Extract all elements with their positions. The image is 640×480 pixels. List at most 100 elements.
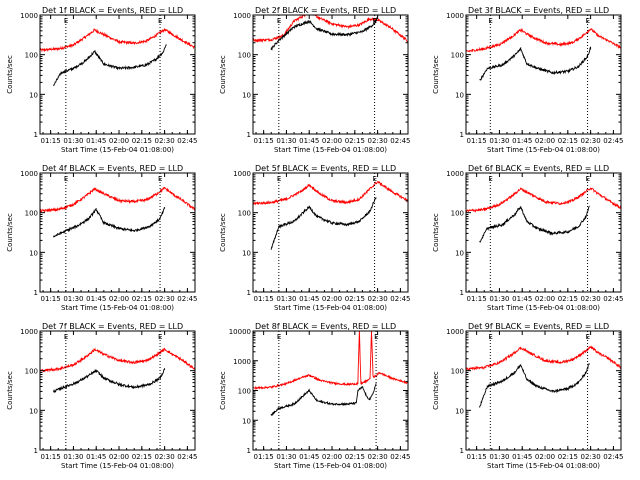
x-tick-label: 01:30 xyxy=(63,453,83,461)
y-tick-label: 10 xyxy=(242,249,251,257)
x-tick-label: 01:15 xyxy=(41,137,61,145)
y-tick-label: 1000 xyxy=(446,12,464,20)
data-series-line xyxy=(270,383,377,416)
x-tick-label: 01:30 xyxy=(276,453,296,461)
y-tick-label: 1 xyxy=(247,131,251,139)
x-tick-label: 02:00 xyxy=(322,453,342,461)
y-tick-label: 1000 xyxy=(233,358,251,366)
x-tick-label: 02:15 xyxy=(345,295,365,303)
x-tick-label: 02:45 xyxy=(177,137,197,145)
y-tick-label: 1000 xyxy=(233,170,251,178)
x-tick-label: 01:15 xyxy=(254,295,274,303)
x-tick-label: 02:30 xyxy=(155,453,175,461)
y-tick-label: 1000 xyxy=(20,328,38,336)
plot-frame xyxy=(252,330,409,451)
y-axis-label: Counts/sec xyxy=(6,55,14,94)
x-tick-label: 02:15 xyxy=(558,137,578,145)
y-tick-label: 1000 xyxy=(446,170,464,178)
x-tick-label: 01:15 xyxy=(467,295,487,303)
data-series-line xyxy=(53,368,166,394)
y-tick-label: 1 xyxy=(247,447,251,455)
event-marker-label: E xyxy=(488,175,492,183)
event-marker-label: E xyxy=(277,333,281,341)
data-series-line xyxy=(270,15,379,51)
data-series-line xyxy=(466,345,621,371)
event-marker-label: E xyxy=(374,333,378,341)
x-axis-label: Start Time (15-Feb-04 01:08:00) xyxy=(274,304,387,312)
y-tick-label: 1 xyxy=(247,289,251,297)
y-tick-label: 10 xyxy=(455,249,464,257)
y-tick-label: 100 xyxy=(238,52,251,60)
x-tick-label: 02:00 xyxy=(109,453,129,461)
x-tick-label: 02:30 xyxy=(155,137,175,145)
panel-title: Det 8f BLACK = Events, RED = LLD xyxy=(255,322,396,331)
y-tick-label: 100 xyxy=(25,210,38,218)
event-marker-label: E xyxy=(373,175,377,183)
panel-title: Det 9f BLACK = Events, RED = LLD xyxy=(468,322,609,331)
y-tick-label: 1 xyxy=(34,447,38,455)
x-tick-label: 02:15 xyxy=(558,453,578,461)
x-tick-label: 02:45 xyxy=(603,137,623,145)
x-tick-label: 01:45 xyxy=(86,137,106,145)
y-axis-label: Counts/sec xyxy=(432,55,440,94)
x-tick-label: 01:15 xyxy=(467,453,487,461)
x-tick-label: 02:00 xyxy=(109,295,129,303)
event-marker-label: E xyxy=(158,17,162,25)
y-tick-label: 1000 xyxy=(20,170,38,178)
plot-frame xyxy=(252,14,409,135)
event-marker-label: E xyxy=(373,17,377,25)
data-series-line xyxy=(40,186,195,214)
y-axis-label: Counts/sec xyxy=(6,213,14,252)
x-tick-label: 02:00 xyxy=(535,295,555,303)
x-tick-label: 02:45 xyxy=(177,295,197,303)
data-series-line xyxy=(479,46,592,81)
y-tick-label: 10 xyxy=(455,407,464,415)
x-axis-label: Start Time (15-Feb-04 01:08:00) xyxy=(61,146,174,154)
x-tick-label: 01:45 xyxy=(299,295,319,303)
y-tick-label: 1 xyxy=(460,289,464,297)
data-series-line xyxy=(53,44,167,87)
x-tick-label: 02:45 xyxy=(603,453,623,461)
x-tick-label: 01:45 xyxy=(86,453,106,461)
x-tick-label: 02:30 xyxy=(581,453,601,461)
data-series-line xyxy=(479,205,590,243)
x-tick-label: 02:15 xyxy=(132,137,152,145)
x-tick-label: 01:45 xyxy=(512,137,532,145)
x-tick-label: 01:15 xyxy=(467,137,487,145)
x-tick-label: 01:30 xyxy=(63,137,83,145)
y-tick-label: 1 xyxy=(34,289,38,297)
data-series-line xyxy=(253,15,408,43)
event-marker-label: E xyxy=(277,17,281,25)
panel-title: Det 7f BLACK = Events, RED = LLD xyxy=(42,322,183,331)
y-tick-label: 100 xyxy=(25,368,38,376)
panel-title: Det 3f BLACK = Events, RED = LLD xyxy=(468,6,609,15)
x-tick-label: 01:15 xyxy=(254,453,274,461)
x-axis-label: Start Time (15-Feb-04 01:08:00) xyxy=(487,146,600,154)
plot-frame xyxy=(465,330,622,451)
plot-frame xyxy=(465,172,622,293)
event-marker-label: E xyxy=(488,333,492,341)
x-tick-label: 02:00 xyxy=(322,295,342,303)
x-tick-label: 02:30 xyxy=(368,137,388,145)
x-tick-label: 02:30 xyxy=(581,137,601,145)
panel-title: Det 4f BLACK = Events, RED = LLD xyxy=(42,164,183,173)
event-marker-label: E xyxy=(158,175,162,183)
x-tick-label: 02:15 xyxy=(558,295,578,303)
x-axis-label: Start Time (15-Feb-04 01:08:00) xyxy=(61,462,174,470)
x-axis-label: Start Time (15-Feb-04 01:08:00) xyxy=(274,462,387,470)
x-tick-label: 01:15 xyxy=(41,453,61,461)
data-series-line xyxy=(479,363,590,408)
data-series-line xyxy=(253,180,408,206)
event-marker-label: E xyxy=(64,333,68,341)
x-axis-label: Start Time (15-Feb-04 01:08:00) xyxy=(274,146,387,154)
y-tick-label: 100 xyxy=(451,52,464,60)
y-axis-label: Counts/sec xyxy=(432,213,440,252)
plot-frame xyxy=(39,14,196,135)
y-tick-label: 1 xyxy=(34,131,38,139)
